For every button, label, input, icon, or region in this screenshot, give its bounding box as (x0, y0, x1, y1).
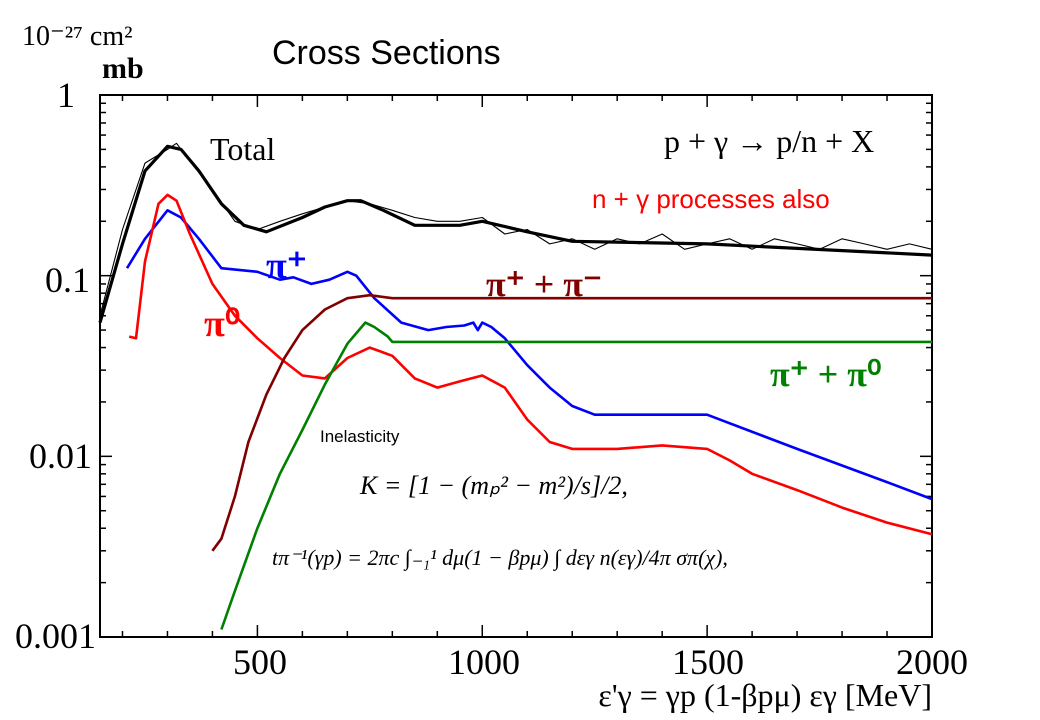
x-axis-label: ε'γ = γp (1-βpμ) εγ [MeV] (598, 677, 932, 713)
x-tick-label: 1500 (672, 642, 744, 682)
series-label-pi-plus-zero: π⁺ + π⁰ (770, 354, 881, 394)
axis-ticks (100, 94, 933, 638)
chart-title: Cross Sections (272, 34, 501, 72)
note-label: n + γ processes also (592, 184, 830, 214)
process-label: p + γ → p/n + X (664, 123, 874, 159)
y-tick-label: 0.01 (29, 436, 92, 476)
x-tick-label: 2000 (896, 642, 968, 682)
x-tick-label: 1000 (448, 642, 520, 682)
series-line-4 (211, 293, 932, 552)
series-label-total: Total (210, 131, 275, 167)
y-unit-top: 10⁻²⁷ cm² (22, 21, 133, 52)
plot-frame (99, 94, 933, 638)
series-line-1 (99, 142, 933, 316)
series-label-pi-zero: π⁰ (204, 303, 240, 345)
y-axis-label: mb (102, 52, 144, 85)
series-line-2 (125, 209, 933, 501)
series-line-3 (128, 193, 933, 536)
inelasticity-label: Inelasticity (320, 427, 400, 446)
formula-k: K = [1 − (mₚ² − m²)/s]/2, (359, 471, 628, 500)
x-tick-label: 500 (233, 642, 287, 682)
series-label-pi-plus-minus: π⁺ + π⁻ (486, 264, 602, 304)
y-tick-label: 0.001 (15, 616, 96, 656)
y-tick-label: 1 (57, 75, 75, 115)
series-label-pi-plus: π⁺ (266, 245, 307, 287)
formula-t: tπ⁻¹(γp) = 2πc ∫₋₁¹ dμ(1 − βpμ) ∫ dεγ n(… (272, 545, 728, 571)
series-layer (98, 142, 933, 630)
y-tick-label: 0.1 (45, 260, 90, 300)
series-line-5 (220, 321, 932, 630)
